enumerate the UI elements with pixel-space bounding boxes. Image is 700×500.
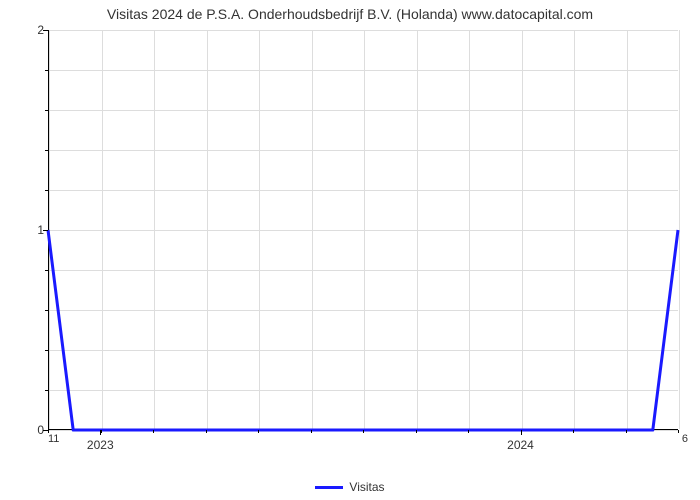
series-line bbox=[48, 230, 678, 430]
chart-container: Visitas 2024 de P.S.A. Onderhoudsbedrijf… bbox=[0, 0, 700, 500]
y-tick-mark bbox=[43, 230, 48, 231]
x-tick-minor bbox=[416, 430, 417, 433]
x-tick-minor bbox=[258, 430, 259, 433]
x-tick-minor bbox=[363, 430, 364, 433]
x-tick-minor bbox=[48, 430, 49, 433]
x-tick-minor bbox=[573, 430, 574, 433]
chart-title: Visitas 2024 de P.S.A. Onderhoudsbedrijf… bbox=[0, 6, 700, 22]
legend: Visitas bbox=[0, 479, 700, 494]
y-tick-mark bbox=[43, 30, 48, 31]
x-tick-minor bbox=[153, 430, 154, 433]
x-tick-minor bbox=[206, 430, 207, 433]
line-series bbox=[48, 30, 678, 430]
x-tick-minor bbox=[626, 430, 627, 433]
x-tick-minor bbox=[468, 430, 469, 433]
x-tick-label: 2024 bbox=[507, 438, 534, 452]
x-corner-left: 11 bbox=[48, 433, 59, 445]
legend-label: Visitas bbox=[349, 480, 384, 494]
x-tick-minor bbox=[521, 430, 522, 433]
y-tick-minor bbox=[45, 310, 48, 311]
x-tick-minor bbox=[311, 430, 312, 433]
legend-swatch bbox=[315, 486, 343, 489]
y-tick-minor bbox=[45, 390, 48, 391]
y-tick-minor bbox=[45, 110, 48, 111]
y-tick-minor bbox=[45, 190, 48, 191]
y-tick-label: 1 bbox=[4, 223, 44, 237]
y-tick-label: 0 bbox=[4, 423, 44, 437]
y-tick-label: 2 bbox=[4, 23, 44, 37]
x-tick-label: 2023 bbox=[87, 438, 114, 452]
y-tick-minor bbox=[45, 70, 48, 71]
gridline-v bbox=[679, 30, 680, 429]
x-corner-right: 6 bbox=[682, 433, 688, 445]
x-tick-minor bbox=[101, 430, 102, 433]
y-tick-minor bbox=[45, 350, 48, 351]
y-tick-minor bbox=[45, 270, 48, 271]
y-tick-minor bbox=[45, 150, 48, 151]
x-tick-minor bbox=[678, 430, 679, 433]
